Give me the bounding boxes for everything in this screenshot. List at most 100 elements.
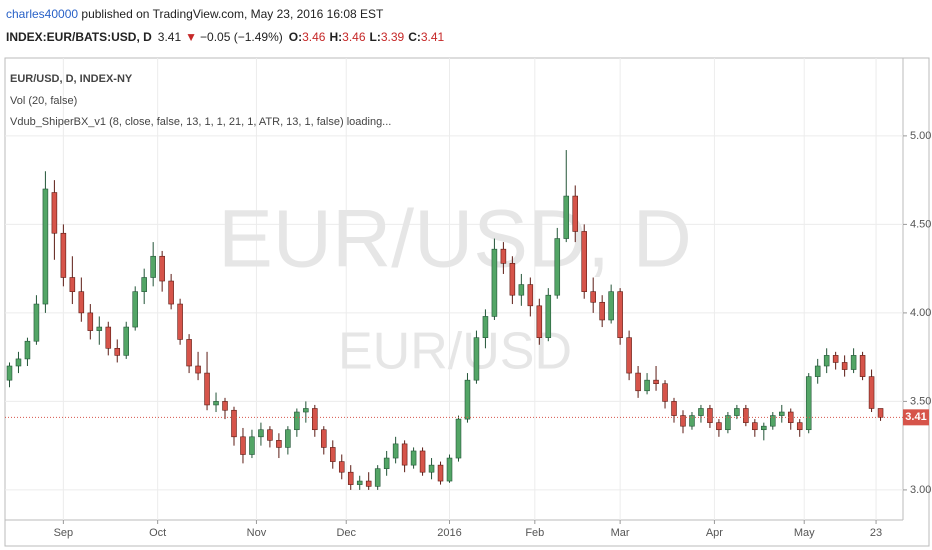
candle-body — [177, 303, 183, 340]
legend-line: Vol (20, false) — [10, 95, 77, 107]
x-tick-label: Sep — [54, 527, 74, 539]
candle-body — [491, 248, 498, 317]
x-tick-label: Mar — [611, 527, 630, 539]
candle-body — [141, 277, 147, 292]
candle-body — [87, 312, 94, 331]
candle-body — [725, 415, 731, 431]
candle-body — [743, 408, 749, 423]
change-arrow: ▼ — [185, 30, 197, 44]
candle-body — [321, 429, 327, 448]
candle-body — [249, 436, 255, 455]
last-price: 3.41 — [158, 30, 182, 44]
candle-body — [123, 326, 129, 356]
candle-body — [159, 255, 165, 282]
candle-body — [455, 418, 462, 459]
candle-body — [608, 291, 614, 321]
candle-body — [868, 376, 875, 409]
candle-body — [240, 436, 246, 455]
candle-body — [213, 401, 219, 406]
author-link[interactable]: charles40000 — [6, 7, 78, 21]
candle-body — [698, 408, 704, 416]
candle-body — [33, 303, 40, 342]
candle-body — [51, 192, 58, 234]
candle-body — [15, 358, 22, 367]
candle-body — [626, 337, 632, 374]
x-tick-label: Dec — [336, 527, 356, 539]
y-tick-label: 3.00 — [910, 484, 931, 496]
ohlc-value: 3.46 — [342, 30, 366, 44]
candle-body — [276, 440, 282, 448]
candle-body — [761, 425, 767, 431]
candle-body — [635, 372, 641, 392]
candle-body — [464, 379, 471, 420]
candle-body — [24, 340, 31, 360]
candle-body — [734, 408, 740, 416]
x-tick-label: 23 — [870, 527, 882, 539]
candle-body — [527, 284, 534, 307]
watermark: EUR/USD, D — [218, 194, 692, 285]
candle-body — [823, 355, 830, 367]
candle-body — [419, 450, 426, 473]
y-tick-label: 4.50 — [910, 218, 931, 230]
candle-body — [536, 305, 543, 338]
candle-body — [410, 450, 417, 466]
y-tick-label: 4.00 — [910, 307, 931, 319]
candle-body — [303, 408, 309, 413]
candle-body — [653, 379, 659, 385]
candle-body — [518, 284, 525, 296]
candle-body — [482, 316, 489, 338]
candle-body — [347, 471, 354, 485]
candle-body — [572, 195, 578, 232]
legend-line: EUR/USD, D, INDEX-NY — [10, 73, 133, 85]
candle-body — [779, 411, 785, 416]
candle-body — [69, 277, 76, 292]
candle-body — [500, 248, 507, 264]
candle-body — [805, 376, 812, 431]
candle-body — [168, 280, 174, 305]
x-tick-label: Oct — [149, 527, 166, 539]
candle-body — [859, 355, 866, 377]
candle-body — [401, 443, 408, 466]
x-tick-label: 2016 — [437, 527, 461, 539]
ohlc-label: H: — [329, 30, 342, 44]
candle-body — [285, 429, 291, 448]
candle-body — [365, 480, 372, 487]
candle-body — [267, 429, 273, 441]
candle-body — [114, 347, 121, 356]
candle-body — [312, 408, 318, 431]
candle-body — [356, 480, 363, 485]
candle-body — [6, 365, 13, 381]
x-tick-label: Apr — [706, 527, 723, 539]
y-tick-label: 3.50 — [910, 395, 931, 407]
ohlc-value: 3.41 — [421, 30, 445, 44]
candle-body — [877, 408, 884, 418]
candle-body — [96, 326, 103, 331]
candle-body — [258, 429, 264, 438]
candle-body — [231, 409, 237, 438]
candle-body — [392, 443, 399, 459]
header-line: charles40000 published on TradingView.co… — [6, 7, 384, 21]
candle-body — [428, 464, 435, 473]
ohlc-label: C: — [408, 30, 421, 44]
last-price-label: 3.41 — [905, 411, 926, 423]
candle-body — [841, 362, 848, 370]
candle-body — [590, 291, 596, 303]
candle-body — [770, 415, 776, 427]
candle-body — [473, 337, 480, 381]
candle-body — [294, 411, 300, 431]
ohlc-value: 3.46 — [302, 30, 326, 44]
candle-body — [105, 326, 112, 349]
candle-body — [563, 195, 570, 239]
candle-body — [195, 365, 201, 374]
candle-body — [330, 447, 336, 462]
watermark: EUR/USD — [338, 323, 572, 381]
candle-body — [832, 355, 839, 363]
candle-body — [617, 291, 623, 338]
candle-body — [437, 464, 444, 482]
candle-body — [662, 383, 668, 402]
candle-body — [814, 365, 821, 377]
candle-body — [787, 411, 794, 423]
candle-body — [150, 255, 156, 278]
ohlc-label: L: — [370, 30, 381, 44]
